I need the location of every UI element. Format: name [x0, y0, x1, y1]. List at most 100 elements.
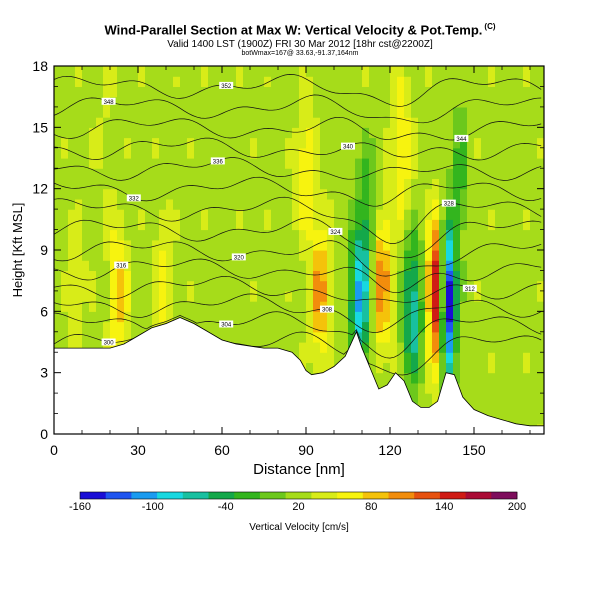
velocity-cell — [131, 250, 139, 261]
velocity-cell — [334, 209, 342, 220]
velocity-cell — [488, 76, 496, 87]
velocity-cell — [516, 239, 524, 251]
velocity-cell — [327, 331, 335, 343]
velocity-cell — [411, 311, 419, 323]
velocity-cell — [173, 229, 181, 241]
velocity-cell — [397, 239, 405, 251]
velocity-cell — [166, 147, 174, 159]
velocity-cell — [516, 137, 524, 149]
velocity-cell — [278, 342, 286, 353]
velocity-cell — [327, 239, 335, 251]
velocity-cell — [453, 321, 461, 333]
velocity-cell — [278, 321, 286, 333]
velocity-cell — [138, 209, 146, 220]
velocity-cell — [96, 188, 104, 200]
velocity-cell — [124, 106, 132, 118]
velocity-cell — [509, 250, 517, 261]
velocity-cell — [502, 168, 510, 179]
velocity-cell — [152, 158, 160, 169]
velocity-cell — [376, 188, 384, 200]
velocity-cell — [495, 76, 503, 87]
velocity-cell — [362, 86, 370, 98]
velocity-cell — [537, 96, 544, 108]
velocity-cell — [474, 66, 482, 77]
velocity-cell — [75, 66, 83, 77]
velocity-cell — [89, 178, 97, 190]
velocity-cell — [285, 321, 293, 333]
velocity-cell — [264, 280, 272, 292]
velocity-cell — [306, 96, 314, 108]
velocity-cell — [285, 137, 293, 149]
velocity-cell — [208, 198, 216, 210]
velocity-cell — [411, 76, 419, 87]
velocity-cell — [334, 250, 342, 261]
velocity-cell — [334, 158, 342, 169]
velocity-cell — [138, 147, 146, 159]
velocity-cell — [537, 382, 544, 394]
y-tick-label: 18 — [32, 58, 48, 74]
velocity-cell — [313, 260, 321, 271]
velocity-cell — [194, 219, 202, 231]
velocity-cell — [369, 229, 377, 241]
velocity-cell — [201, 229, 209, 241]
velocity-cell — [460, 209, 468, 220]
velocity-cell — [257, 127, 265, 139]
velocity-cell — [208, 290, 216, 302]
velocity-cell — [292, 127, 300, 139]
velocity-cell — [523, 106, 531, 118]
velocity-cell — [481, 188, 489, 200]
velocity-cell — [397, 260, 405, 271]
velocity-cell — [292, 260, 300, 271]
colorbar-swatch — [337, 492, 364, 499]
velocity-cell — [432, 188, 440, 200]
velocity-cell — [243, 280, 251, 292]
velocity-cell — [68, 117, 76, 128]
velocity-cell — [110, 76, 118, 87]
velocity-cell — [236, 86, 244, 98]
velocity-cell — [54, 270, 62, 282]
velocity-cell — [467, 382, 475, 394]
velocity-cell — [215, 117, 223, 128]
velocity-cell — [320, 147, 328, 159]
velocity-cell — [187, 137, 195, 149]
isentrope-label-bg — [114, 261, 129, 269]
isentrope-label: 352 — [221, 84, 232, 90]
velocity-cell — [236, 137, 244, 149]
velocity-cell — [68, 311, 76, 323]
velocity-cell — [460, 168, 468, 179]
velocity-cell — [390, 219, 398, 231]
velocity-cell — [481, 250, 489, 261]
velocity-cell — [229, 229, 237, 241]
velocity-cell — [222, 290, 230, 302]
velocity-cell — [467, 76, 475, 87]
velocity-cell — [194, 66, 202, 77]
velocity-cell — [236, 280, 244, 292]
velocity-cell — [278, 198, 286, 210]
velocity-cell — [278, 229, 286, 241]
velocity-cell — [320, 290, 328, 302]
velocity-cell — [523, 198, 531, 210]
velocity-cell — [390, 362, 398, 374]
velocity-cell — [369, 239, 377, 251]
velocity-cell — [201, 66, 209, 77]
velocity-cell — [61, 147, 69, 159]
velocity-cell — [222, 331, 230, 343]
velocity-cell — [145, 188, 153, 200]
y-axis-label: Height [Kft MSL] — [10, 203, 25, 298]
velocity-cell — [488, 239, 496, 251]
velocity-cell — [537, 301, 544, 312]
velocity-cell — [243, 260, 251, 271]
velocity-cell — [285, 280, 293, 292]
velocity-cell — [341, 321, 349, 333]
velocity-cell — [537, 188, 544, 200]
velocity-cell — [397, 342, 405, 353]
velocity-cell — [516, 352, 524, 363]
velocity-cell — [159, 66, 167, 77]
velocity-cell — [110, 229, 118, 241]
velocity-cell — [523, 352, 531, 363]
velocity-cell — [411, 158, 419, 169]
velocity-cell — [152, 178, 160, 190]
velocity-cell — [481, 321, 489, 333]
velocity-cell — [362, 239, 370, 251]
velocity-cell — [509, 178, 517, 190]
